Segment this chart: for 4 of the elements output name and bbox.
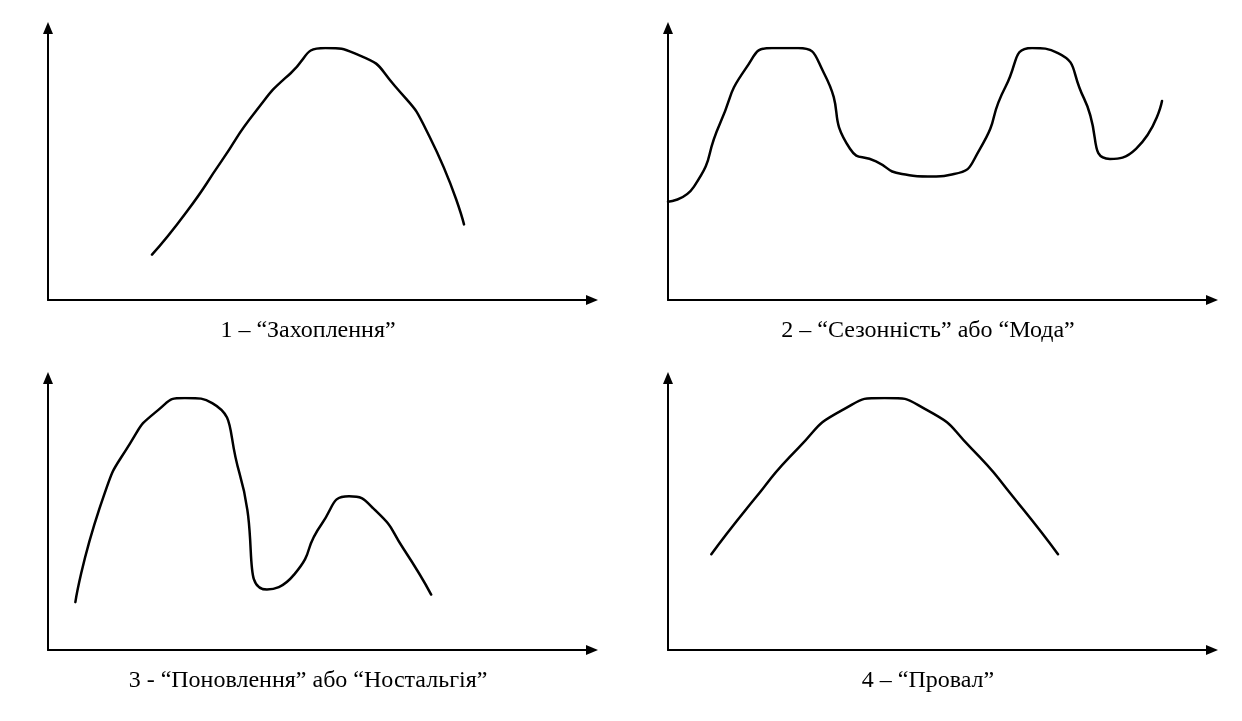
text: 3 - “Поновлення” або “Ностальгія” <box>128 666 488 692</box>
text: 4 – “Провал” <box>861 666 995 692</box>
text: 2 – “Сезонність” або “Мода” <box>781 316 1075 342</box>
text: 1 – “Захоплення” <box>220 316 396 342</box>
